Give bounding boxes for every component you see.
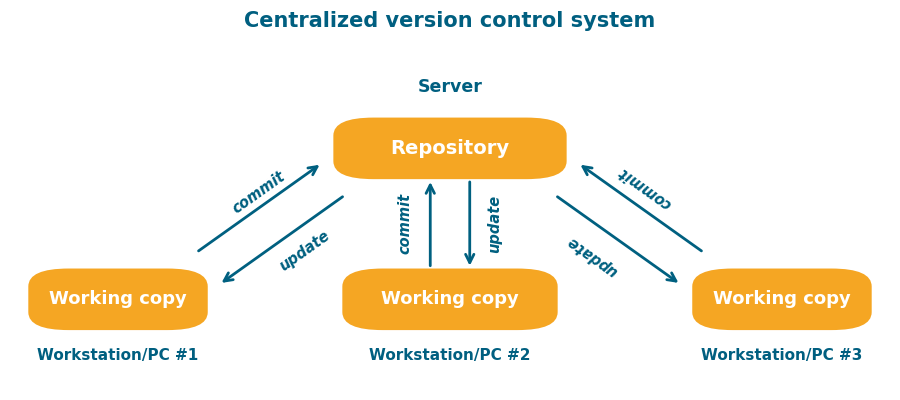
Text: update: update	[563, 233, 620, 279]
FancyBboxPatch shape	[28, 268, 208, 330]
Text: Workstation/PC #2: Workstation/PC #2	[369, 348, 531, 363]
Text: Repository: Repository	[391, 139, 509, 158]
Text: update: update	[488, 195, 502, 253]
Text: Centralized version control system: Centralized version control system	[245, 11, 655, 31]
FancyBboxPatch shape	[333, 118, 567, 179]
FancyBboxPatch shape	[342, 268, 558, 330]
Text: Working copy: Working copy	[713, 290, 850, 308]
Text: commit: commit	[230, 169, 288, 216]
Text: Workstation/PC #3: Workstation/PC #3	[701, 348, 863, 363]
Text: update: update	[277, 228, 333, 274]
Text: commit: commit	[398, 193, 412, 254]
Text: Workstation/PC #1: Workstation/PC #1	[38, 348, 199, 363]
Text: Working copy: Working copy	[381, 290, 519, 308]
Text: Working copy: Working copy	[50, 290, 187, 308]
Text: Server: Server	[418, 78, 482, 96]
Text: commit: commit	[616, 164, 674, 212]
FancyBboxPatch shape	[692, 268, 872, 330]
